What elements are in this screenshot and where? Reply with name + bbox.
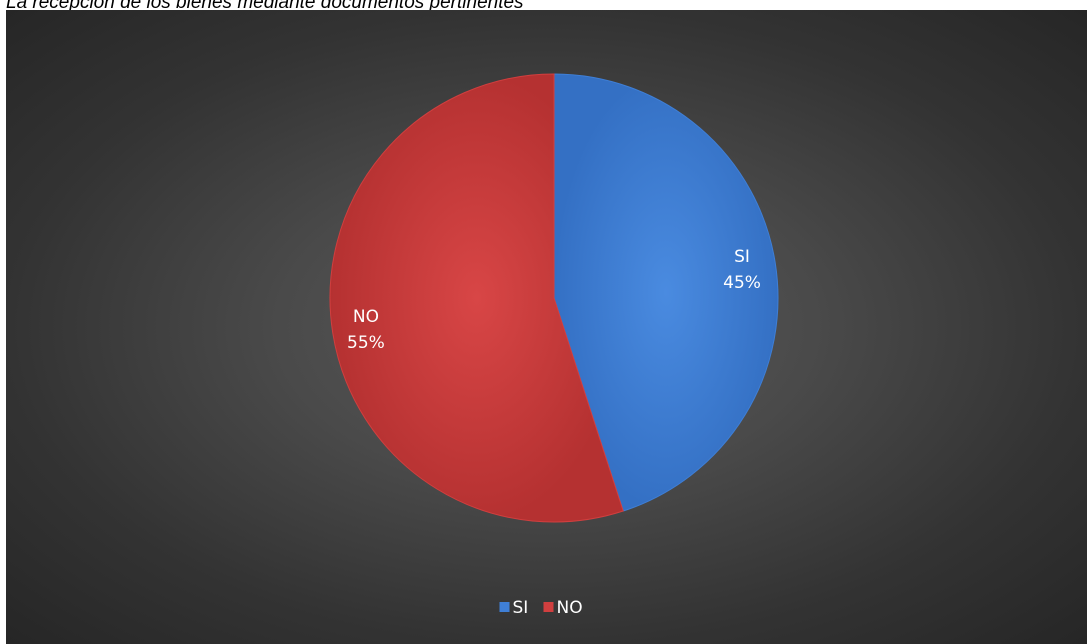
legend-item-no: NO <box>544 598 583 618</box>
data-label-category-si: SI <box>734 247 750 267</box>
chart-area: SI 45% NO 55% SI NO <box>6 10 1087 644</box>
legend-swatch-no <box>544 602 554 612</box>
data-label-percent-no: 55% <box>347 333 385 353</box>
pie-chart: SI 45% NO 55% SI NO <box>6 10 1087 644</box>
legend-label-si: SI <box>513 598 529 618</box>
data-label-percent-si: 45% <box>723 273 761 293</box>
legend-swatch-si <box>500 602 510 612</box>
legend-item-si: SI <box>500 598 529 618</box>
data-label-category-no: NO <box>353 307 379 327</box>
legend-label-no: NO <box>557 598 583 618</box>
